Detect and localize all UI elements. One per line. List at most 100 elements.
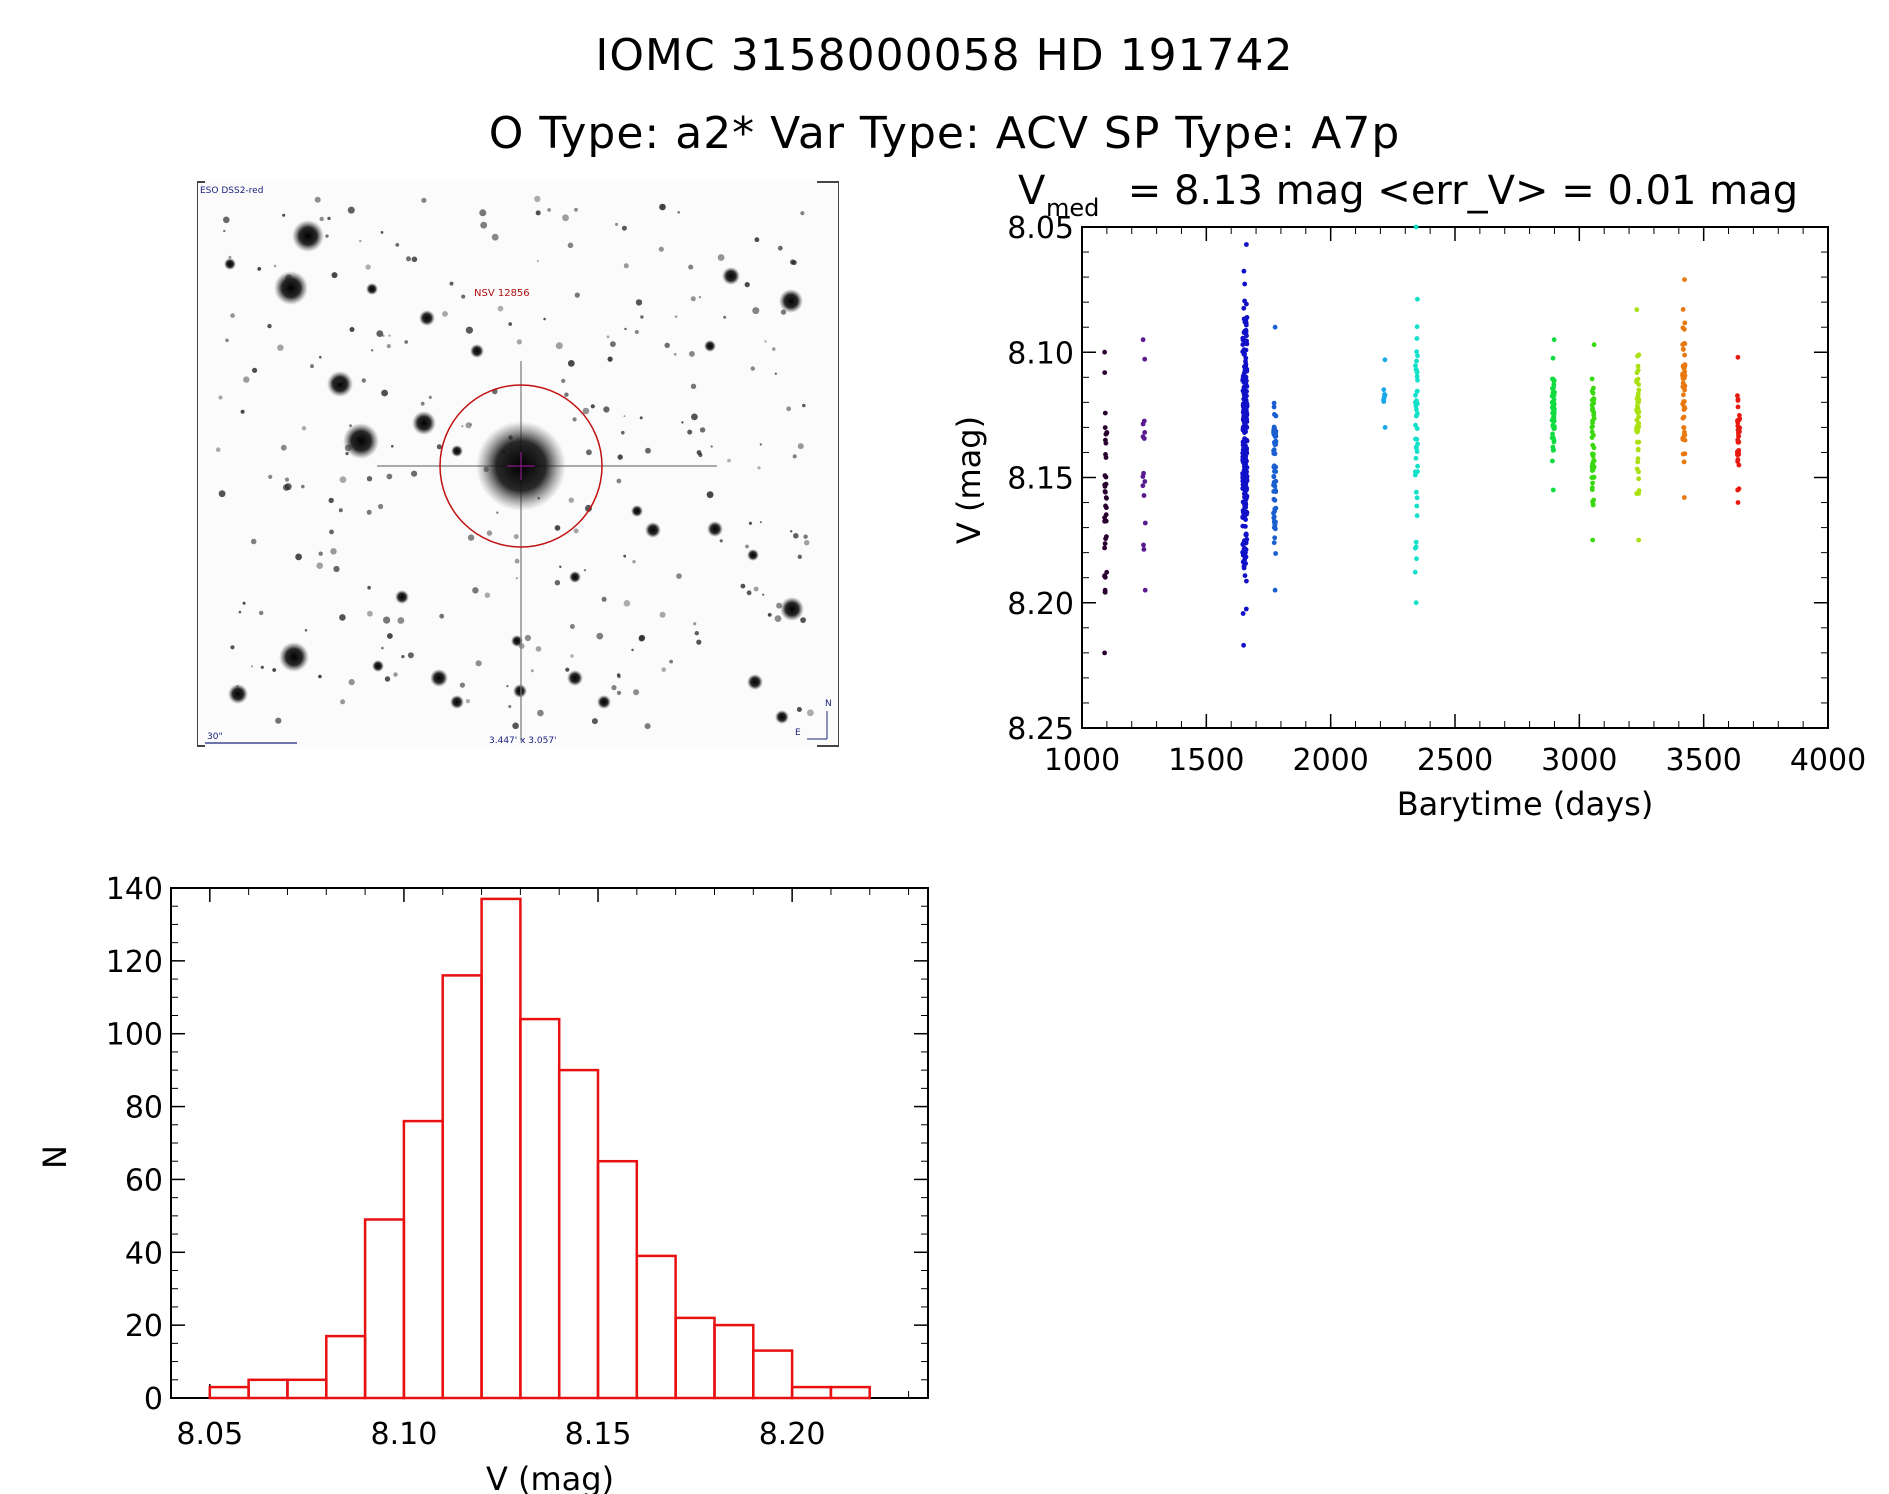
lc-data-point xyxy=(1243,416,1248,422)
lc-data-point xyxy=(1243,540,1249,546)
lc-data-point xyxy=(1415,377,1420,383)
lc-data-point xyxy=(1271,464,1277,470)
lc-data-point xyxy=(1550,376,1555,382)
lc-data-point xyxy=(1243,361,1249,367)
north-label: N xyxy=(825,699,832,709)
lc-data-point xyxy=(1272,535,1278,541)
lc-data-point xyxy=(1244,368,1250,374)
star xyxy=(645,447,651,454)
lc-data-point xyxy=(1634,466,1640,472)
lc-data-point xyxy=(1550,392,1556,398)
lc-data-point xyxy=(1243,380,1249,386)
lc-title-subscript: med xyxy=(1046,194,1099,222)
lc-data-point xyxy=(1243,327,1249,333)
lc-data-point xyxy=(1590,502,1596,508)
star xyxy=(331,379,339,387)
star xyxy=(524,634,531,642)
lc-data-point xyxy=(1240,459,1246,464)
star xyxy=(367,585,371,590)
star xyxy=(617,454,623,460)
star xyxy=(344,444,352,452)
lc-data-point xyxy=(1414,449,1420,454)
lc-data-point xyxy=(1244,578,1249,584)
lc-data-point xyxy=(1551,397,1557,402)
lc-data-point xyxy=(1635,400,1641,405)
lc-data-point xyxy=(1635,410,1640,415)
star xyxy=(800,617,806,623)
lc-data-point xyxy=(1243,347,1249,353)
star xyxy=(780,597,804,621)
lc-data-point xyxy=(1240,549,1246,555)
star xyxy=(282,213,286,217)
lc-data-point xyxy=(1591,458,1596,463)
lc-data-point xyxy=(1414,436,1420,442)
lc-data-point xyxy=(1242,573,1248,578)
star xyxy=(412,411,436,435)
lc-data-point xyxy=(1272,434,1278,439)
star xyxy=(411,256,418,263)
lc-data-point xyxy=(1244,338,1249,344)
sky-image-panel: ESO DSS2-red NSV 12856 30" 3.447' x 3.05… xyxy=(197,181,839,747)
lc-data-point xyxy=(1241,467,1247,473)
star xyxy=(215,447,221,453)
lc-data-point xyxy=(1244,487,1249,493)
lc-data-point xyxy=(1735,448,1741,454)
star xyxy=(669,659,673,664)
lc-data-point xyxy=(1634,426,1640,431)
lc-data-point xyxy=(1142,430,1148,435)
lc-data-point xyxy=(1682,429,1687,435)
lc-data-point xyxy=(1415,353,1420,359)
lc-data-point xyxy=(1549,417,1555,423)
lc-data-point xyxy=(1243,406,1249,412)
lc-data-point xyxy=(1735,418,1740,424)
lc-data-point xyxy=(1550,487,1556,493)
hist-bar xyxy=(557,1068,600,1400)
lc-data-point xyxy=(1412,545,1418,551)
lc-data-point xyxy=(1271,424,1277,430)
lc-data-point xyxy=(1102,425,1108,430)
star xyxy=(644,723,651,730)
lc-data-point xyxy=(1242,377,1248,382)
lc-x-tick-label: 1000 xyxy=(1044,743,1120,778)
star xyxy=(295,553,302,561)
lc-data-point xyxy=(1242,505,1248,511)
star xyxy=(328,497,334,504)
star xyxy=(740,583,746,589)
star xyxy=(699,427,706,433)
lc-data-point xyxy=(1634,425,1639,431)
lc-data-point xyxy=(1415,411,1420,416)
lc-data-point xyxy=(1141,547,1147,552)
lc-data-point xyxy=(1550,386,1555,391)
lc-data-point xyxy=(1636,414,1642,420)
star xyxy=(486,530,493,536)
lc-data-point xyxy=(1634,396,1640,402)
lc-data-point xyxy=(1242,471,1248,477)
star xyxy=(698,296,702,299)
star xyxy=(569,571,581,583)
lc-data-point xyxy=(1682,320,1688,326)
hist-x-tick-label: 8.05 xyxy=(176,1417,243,1452)
lc-data-point xyxy=(1243,531,1249,537)
lc-data-point xyxy=(1680,436,1686,442)
star xyxy=(284,477,290,482)
lc-data-point xyxy=(1736,462,1742,468)
star xyxy=(601,596,607,602)
star xyxy=(314,196,321,203)
lc-data-point xyxy=(1550,458,1555,464)
lc-data-point xyxy=(1272,497,1278,503)
star xyxy=(496,511,499,514)
star xyxy=(632,560,636,564)
lc-data-point xyxy=(1414,495,1420,501)
lc-data-point xyxy=(1241,549,1247,555)
star xyxy=(292,220,324,252)
lc-data-point xyxy=(1242,430,1247,435)
lc-data-point xyxy=(1635,447,1641,453)
lc-data-point xyxy=(1682,437,1688,443)
lc-data-point xyxy=(1635,439,1640,445)
lc-data-point xyxy=(1104,505,1109,511)
lc-data-point xyxy=(1414,324,1420,330)
star xyxy=(790,259,796,265)
star xyxy=(340,699,346,705)
lc-data-point xyxy=(1244,424,1249,429)
lc-data-point xyxy=(1635,459,1641,465)
